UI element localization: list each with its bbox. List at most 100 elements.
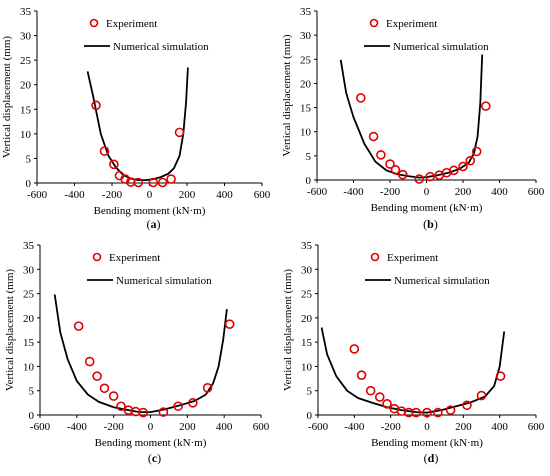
x-tick-label: 600: [253, 421, 270, 433]
experiment-point: [99, 146, 110, 156]
experiment-point: [133, 177, 144, 188]
y-tick-label: 10: [20, 129, 32, 141]
experiment-point: [397, 169, 408, 180]
y-tick-label: 20: [300, 78, 312, 90]
experiment-point: [422, 407, 432, 418]
experiment-point: [433, 407, 443, 418]
legend-label-experiment: Experiment: [387, 252, 438, 264]
y-tick-label: 20: [301, 313, 313, 325]
chart-panel-a: 0 5 10 15 20 25 30 35 -600 -400 -200 0 200 400 600 Bend…: [1, 6, 271, 231]
y-axis-label: Vertical displacement (mm): [281, 34, 293, 157]
legend-marker-experiment: [92, 252, 102, 262]
y-axis-label: Vertical displacement (mm): [282, 269, 294, 392]
y-tick-label: 15: [301, 337, 313, 349]
panel-caption: (b): [423, 217, 438, 231]
experiment-point: [365, 385, 376, 396]
x-tick-label: -400: [67, 421, 88, 433]
legend-label-numerical-simulation: Numerical simulation: [393, 41, 489, 53]
x-tick-label: 400: [491, 421, 508, 433]
legend-marker-experiment: [369, 18, 379, 28]
y-tick-label: 0: [307, 410, 313, 422]
experiment-point: [148, 177, 159, 188]
x-tick-label: -200: [380, 186, 401, 198]
y-tick-label: 20: [20, 80, 32, 92]
legend-label-numerical-simulation: Numerical simulation: [113, 41, 209, 53]
y-tick-label: 35: [23, 240, 35, 252]
y-tick-label: 25: [23, 289, 35, 301]
x-tick-label: 200: [455, 186, 472, 198]
experiment-point: [385, 159, 395, 169]
y-tick-label: 10: [301, 361, 313, 373]
experiment-point: [157, 177, 168, 188]
experiment-point: [73, 321, 84, 331]
series-line-numerical-simulation: [320, 327, 506, 414]
experiment-point: [138, 407, 148, 418]
experiment-point: [411, 407, 421, 418]
experiment-point: [425, 171, 435, 182]
panel-caption: (a): [147, 217, 161, 231]
y-tick-label: 35: [300, 6, 312, 18]
series-line-numerical-simulation: [86, 67, 189, 181]
x-tick-label: 0: [148, 421, 154, 433]
x-tick-label: 600: [528, 186, 545, 198]
legend-label-experiment: Experiment: [109, 252, 160, 264]
experiment-point: [445, 405, 456, 415]
x-tick-label: 400: [216, 421, 233, 433]
experiment-point: [166, 174, 176, 184]
y-tick-label: 30: [301, 264, 313, 276]
experiment-point: [108, 391, 119, 401]
y-tick-label: 15: [300, 103, 312, 115]
experiment-point: [458, 161, 468, 172]
panel-caption: (c): [148, 451, 161, 465]
experiment-point: [495, 371, 506, 381]
x-tick-label: 400: [216, 189, 233, 201]
experiment-point: [374, 392, 385, 402]
x-tick-label: -400: [343, 186, 364, 198]
legend-label-numerical-simulation: Numerical simulation: [116, 275, 212, 287]
experiment-point: [202, 382, 213, 393]
y-tick-label: 25: [300, 54, 312, 66]
experiment-point: [376, 150, 386, 160]
x-tick-label: 200: [179, 421, 196, 433]
y-axis-label: Vertical displacement (mm): [4, 269, 16, 392]
legend-label-experiment: Experiment: [386, 18, 437, 30]
y-tick-label: 5: [306, 151, 312, 163]
y-tick-label: 15: [23, 337, 35, 349]
experiment-point: [355, 93, 366, 103]
experiment-point: [368, 131, 379, 142]
chart-panel-d: 0 5 10 15 20 25 30 35 -600 -400 -200 0 200 400 600 Bend…: [282, 240, 545, 465]
experiment-point: [224, 319, 235, 329]
series-line-numerical-simulation: [53, 294, 228, 413]
x-tick-label: 400: [491, 186, 508, 198]
x-tick-label: -200: [102, 189, 123, 201]
series-line-numerical-simulation: [339, 54, 484, 179]
experiment-point: [109, 159, 119, 170]
y-tick-label: 25: [20, 55, 32, 67]
legend-marker-experiment: [89, 18, 99, 28]
y-tick-label: 5: [307, 386, 313, 398]
y-tick-label: 35: [20, 6, 32, 18]
experiment-point: [465, 155, 476, 166]
x-tick-label: -600: [307, 186, 328, 198]
x-tick-label: 200: [455, 421, 472, 433]
experiment-point: [462, 400, 472, 411]
x-tick-label: -400: [344, 421, 365, 433]
experiment-point: [356, 370, 367, 380]
experiment-point: [449, 165, 459, 176]
x-tick-label: -200: [104, 421, 125, 433]
y-tick-label: 10: [300, 127, 312, 139]
experiment-point: [174, 127, 185, 138]
x-axis-label: Bending moment (kN·m): [371, 437, 483, 449]
x-tick-label: -400: [64, 189, 85, 201]
y-tick-label: 30: [300, 30, 312, 42]
x-tick-label: -600: [308, 421, 329, 433]
experiment-point: [390, 165, 401, 175]
experiment-point: [349, 344, 360, 354]
x-tick-label: 0: [424, 186, 430, 198]
legend-marker-experiment: [370, 252, 380, 262]
experiment-point: [476, 390, 487, 401]
x-tick-label: 600: [528, 421, 545, 433]
experiment-point: [158, 407, 169, 417]
y-tick-label: 5: [29, 386, 35, 398]
